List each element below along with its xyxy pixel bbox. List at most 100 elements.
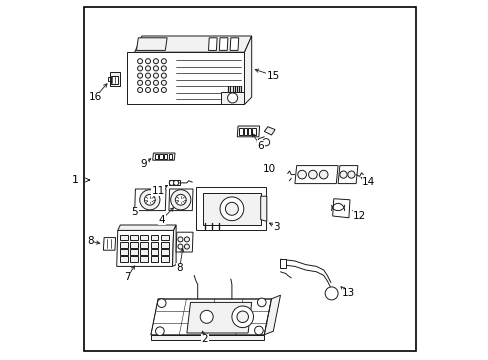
Circle shape (184, 244, 189, 249)
Circle shape (325, 287, 337, 300)
Circle shape (254, 326, 263, 335)
Text: 5: 5 (131, 207, 138, 217)
Bar (140, 256, 148, 262)
Text: 4: 4 (158, 215, 164, 225)
Circle shape (347, 171, 354, 178)
Bar (130, 249, 138, 255)
Circle shape (178, 244, 183, 249)
Circle shape (144, 194, 155, 205)
Circle shape (161, 87, 166, 93)
Polygon shape (203, 193, 260, 225)
Bar (120, 249, 128, 255)
Circle shape (339, 171, 346, 178)
Text: 13: 13 (342, 288, 355, 298)
Text: 11: 11 (151, 186, 164, 196)
Bar (160, 235, 168, 240)
Bar (154, 154, 158, 159)
Text: 1: 1 (72, 175, 79, 185)
Polygon shape (264, 127, 275, 135)
Bar (111, 76, 118, 84)
Bar (247, 128, 251, 135)
Bar (130, 235, 138, 240)
Circle shape (161, 59, 166, 64)
Circle shape (200, 310, 213, 323)
Text: 2: 2 (201, 334, 208, 344)
Bar (160, 249, 168, 255)
Bar (160, 256, 168, 262)
Polygon shape (186, 302, 251, 333)
Text: 7: 7 (124, 272, 131, 282)
Polygon shape (294, 166, 337, 184)
Circle shape (153, 66, 158, 71)
Bar (150, 242, 158, 248)
Circle shape (237, 311, 248, 323)
Polygon shape (230, 38, 238, 50)
Circle shape (231, 306, 253, 328)
Circle shape (145, 80, 150, 85)
Polygon shape (244, 36, 251, 104)
Circle shape (297, 170, 306, 179)
Circle shape (137, 87, 142, 93)
Text: 14: 14 (361, 177, 375, 187)
Bar (159, 154, 163, 159)
Bar (120, 235, 128, 240)
Polygon shape (219, 38, 227, 50)
Polygon shape (168, 180, 179, 185)
Bar (160, 242, 168, 248)
Polygon shape (134, 189, 166, 211)
Polygon shape (221, 92, 244, 104)
Circle shape (169, 180, 174, 185)
Polygon shape (151, 335, 264, 340)
Circle shape (173, 180, 178, 185)
Polygon shape (260, 196, 266, 221)
Bar (150, 235, 158, 240)
Bar (150, 256, 158, 262)
Circle shape (145, 59, 150, 64)
Circle shape (257, 298, 265, 307)
Circle shape (184, 237, 189, 242)
Text: 8: 8 (176, 263, 183, 273)
Circle shape (153, 80, 158, 85)
Circle shape (137, 66, 142, 71)
Polygon shape (134, 36, 251, 52)
Bar (120, 256, 128, 262)
Circle shape (170, 190, 190, 210)
Text: 12: 12 (352, 211, 366, 221)
Circle shape (140, 190, 160, 210)
Bar (140, 249, 148, 255)
Text: 9: 9 (140, 159, 147, 169)
Bar (239, 128, 242, 135)
Circle shape (161, 80, 166, 85)
Bar (252, 128, 255, 135)
Polygon shape (127, 52, 244, 104)
Bar (120, 242, 128, 248)
Circle shape (308, 170, 317, 179)
Circle shape (145, 87, 150, 93)
Bar (150, 249, 158, 255)
Circle shape (161, 66, 166, 71)
Circle shape (155, 327, 164, 336)
Text: 6: 6 (257, 141, 264, 151)
Text: 16: 16 (88, 92, 102, 102)
Polygon shape (109, 72, 120, 86)
Circle shape (153, 73, 158, 78)
Circle shape (178, 237, 183, 242)
Circle shape (137, 59, 142, 64)
Circle shape (161, 73, 166, 78)
Polygon shape (337, 166, 357, 184)
Polygon shape (118, 225, 176, 230)
Bar (163, 154, 167, 159)
Bar (168, 154, 172, 159)
Circle shape (153, 59, 158, 64)
Text: 3: 3 (273, 222, 280, 232)
Circle shape (227, 93, 237, 103)
Text: 15: 15 (266, 71, 279, 81)
Circle shape (262, 139, 269, 146)
Polygon shape (176, 232, 193, 252)
Polygon shape (168, 189, 193, 211)
Polygon shape (264, 295, 280, 335)
Polygon shape (103, 238, 115, 250)
Circle shape (157, 299, 166, 307)
Text: 8: 8 (87, 236, 94, 246)
Bar (140, 235, 148, 240)
